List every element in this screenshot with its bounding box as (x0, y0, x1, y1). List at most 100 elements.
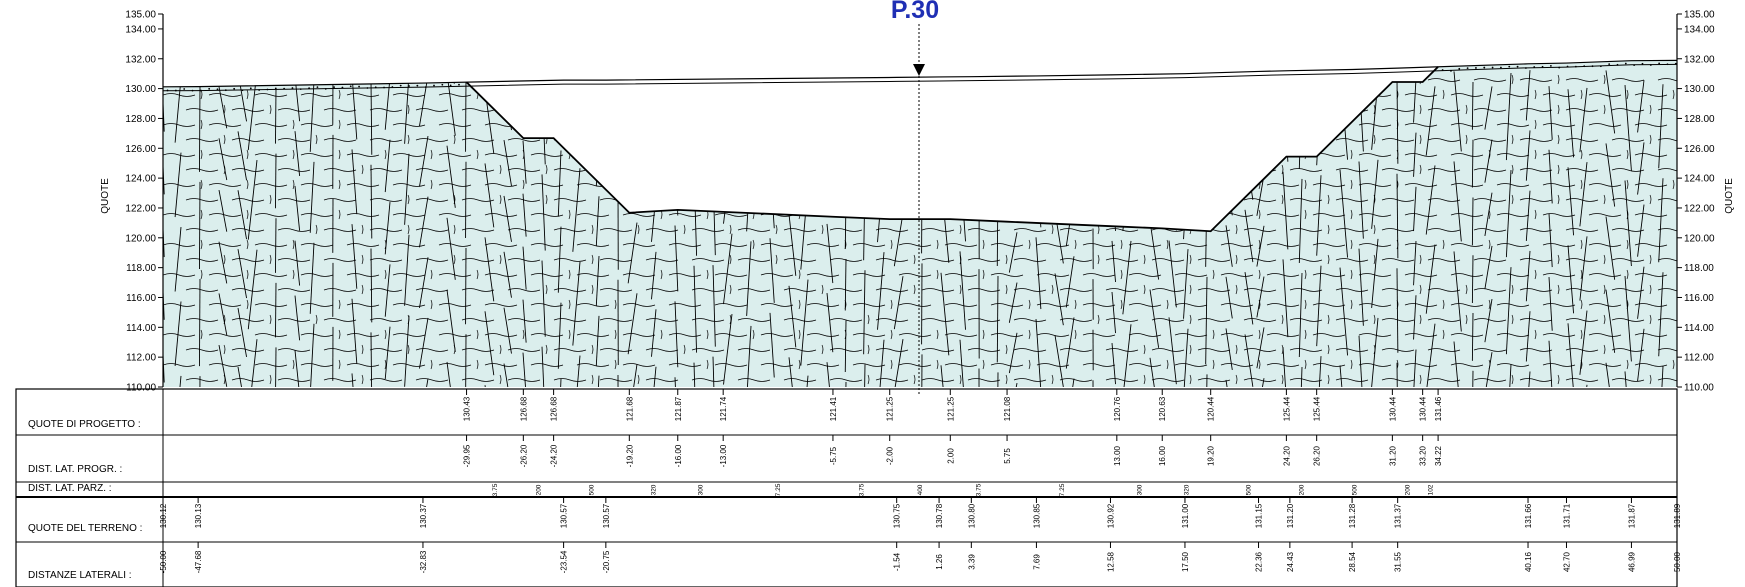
hatch-fracture (1205, 81, 1208, 170)
hatch-dash (944, 303, 978, 307)
hatch-dash (1611, 78, 1645, 82)
hatch-dash (1496, 213, 1530, 217)
hatch-fracture (1316, 175, 1322, 256)
hatch-fracture (294, 131, 301, 176)
hatch-dash (300, 243, 334, 247)
project-elevation-label: 130.43 (463, 396, 472, 421)
hatch-bracket (1419, 254, 1422, 265)
hatch-dash (599, 168, 633, 172)
hatch-bracket (1649, 284, 1652, 295)
topsoil-dot (1508, 65, 1511, 68)
hatch-fracture (1484, 352, 1493, 388)
axis-arrow-icon (913, 64, 925, 76)
hatch-fracture (826, 154, 834, 215)
hatch-dash (783, 258, 817, 262)
hatch-dash (1404, 213, 1438, 217)
hatch-bracket (706, 149, 709, 160)
hatch-dash (1381, 198, 1415, 202)
hatch-dash (1657, 138, 1677, 142)
hatch-dash (1289, 378, 1323, 382)
hatch-dash (1036, 303, 1070, 307)
hatch-fracture (1122, 240, 1132, 315)
hatch-dash (231, 288, 265, 292)
hatch-dash (967, 168, 1001, 172)
hatch-dash (392, 123, 426, 127)
hatch-dash (1565, 108, 1599, 112)
hatch-dash (737, 168, 771, 172)
hatch-fracture (893, 87, 904, 141)
hatch-dash (944, 363, 978, 367)
hatch-dash (852, 93, 886, 97)
hatch-bracket (361, 254, 364, 265)
hatch-dash (875, 198, 909, 202)
hatch-bracket (545, 344, 548, 355)
hatch-fracture (1453, 341, 1462, 388)
hatch-fracture (651, 366, 657, 388)
hatch-dash (967, 228, 1001, 232)
hatch-dash (1404, 273, 1438, 277)
hatch-fracture (1396, 362, 1399, 388)
hatch-dash (645, 108, 679, 112)
topsoil-dot (433, 84, 435, 87)
topsoil-dot (249, 87, 252, 90)
hatch-dash (1565, 258, 1599, 262)
hatch-bracket (1580, 329, 1583, 340)
topsoil-dot (1441, 69, 1444, 71)
hatch-dash (1450, 213, 1484, 217)
hatch-dash (1220, 363, 1254, 367)
hatch-dash (277, 378, 311, 382)
hatch-dash (231, 258, 265, 262)
hatch-dash (346, 363, 380, 367)
hatch-bracket (729, 164, 732, 175)
hatch-bracket (1557, 134, 1560, 145)
hatch-dash (760, 153, 794, 157)
hatch-bracket (1166, 359, 1169, 370)
hatch-dash (1519, 348, 1553, 352)
hatch-bracket (683, 104, 686, 115)
hatch-fracture (294, 240, 301, 286)
hatch-fracture (651, 136, 657, 185)
hatch-fracture (1054, 273, 1064, 326)
hatch-dash (1565, 228, 1599, 232)
hatch-fracture (294, 295, 301, 341)
y-tick-label: 114.00 (126, 323, 156, 334)
hatch-dash (1335, 348, 1369, 352)
topsoil-band (162, 63, 1678, 92)
hatch-bracket (1189, 104, 1192, 115)
y-tick-label: 110.00 (126, 383, 156, 394)
hatch-bracket (890, 209, 893, 220)
hatch-dash (1266, 213, 1300, 217)
hatch-bracket (1419, 134, 1422, 145)
y-tick-label: 116.00 (126, 293, 156, 304)
hatch-dash (163, 213, 196, 217)
hatch-fracture (1225, 276, 1233, 319)
hatch-dash (921, 318, 955, 322)
hatch-bracket (568, 89, 571, 100)
hatch-bracket (292, 239, 295, 250)
hatch-dash (737, 228, 771, 232)
hatch-fracture (1256, 124, 1265, 166)
topsoil-dot (1591, 65, 1594, 68)
hatch-bracket (361, 344, 364, 355)
hatch-fracture (294, 185, 301, 231)
hatch-fracture (247, 160, 258, 240)
hatch-dash (1381, 288, 1415, 292)
hatch-bracket (1327, 134, 1330, 145)
hatch-dash (369, 168, 403, 172)
hatch-dash (944, 93, 978, 97)
hatch-dash (1565, 348, 1599, 352)
hatch-bracket (384, 269, 387, 280)
hatch-dash (1151, 378, 1185, 382)
hatch-bracket (1143, 344, 1146, 355)
hatch-fracture (1624, 275, 1632, 362)
hatch-bracket (1511, 374, 1514, 385)
hatch-dash (599, 108, 633, 112)
hatch-dash (1519, 318, 1553, 322)
hatch-fracture (1008, 81, 1018, 122)
hatch-dash (1542, 183, 1576, 187)
hatch-bracket (1166, 239, 1169, 250)
hatch-dash (1634, 153, 1668, 157)
hatch-dash (1243, 258, 1277, 262)
project-elevation-label: 126.68 (519, 396, 528, 421)
partial-distance-label: 500 (1352, 484, 1359, 495)
